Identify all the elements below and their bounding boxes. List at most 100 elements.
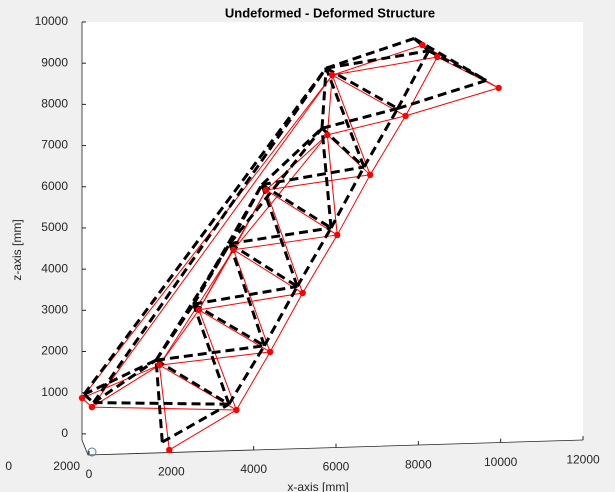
deformed-member <box>161 402 230 444</box>
depth-tick-label: 0 <box>5 459 12 473</box>
x-tick-label: 8000 <box>405 457 432 471</box>
undeformed-member <box>327 115 406 136</box>
depth-tick-label: 2000 <box>53 459 80 473</box>
undeformed-member <box>158 309 200 366</box>
deformed-member <box>329 166 366 229</box>
undeformed-member <box>336 174 371 236</box>
deformed-member <box>296 227 333 288</box>
deformed-member <box>260 184 299 287</box>
deformed-member <box>227 344 266 406</box>
x-tick-label: 6000 <box>323 460 350 474</box>
deformed-member <box>320 128 333 229</box>
x-tick-label: 10000 <box>484 455 518 469</box>
undeformed-member <box>81 364 160 399</box>
undeformed-member <box>233 234 338 251</box>
node <box>299 289 306 297</box>
chart-title: Undeformed - Deformed Structure <box>225 5 435 20</box>
x-tick-label: 4000 <box>240 462 267 476</box>
deformed-member <box>193 284 298 306</box>
deformed-member <box>93 401 229 406</box>
node <box>324 131 331 139</box>
node <box>233 406 240 414</box>
deformed-member <box>83 393 95 404</box>
undeformed-member <box>198 309 237 411</box>
deformed-member <box>92 67 328 404</box>
node <box>156 361 163 369</box>
deformed-member <box>228 127 324 245</box>
undeformed-member <box>332 44 423 76</box>
deformed-member <box>229 226 332 246</box>
undeformed-member <box>158 365 170 451</box>
undeformed-member <box>369 115 406 176</box>
deformed-member <box>320 68 328 129</box>
undeformed-member <box>405 87 499 117</box>
undeformed-member <box>159 351 271 366</box>
y-tick-label: 8000 <box>41 97 68 111</box>
node <box>78 394 86 402</box>
undeformed-member <box>233 249 271 353</box>
deformed-member <box>192 303 231 405</box>
undeformed-member <box>169 409 237 451</box>
y-tick-label: 0 <box>61 426 68 440</box>
deformed-member <box>325 49 429 70</box>
node <box>262 186 270 194</box>
y-tick-label: 2000 <box>41 344 68 358</box>
x-axis-label: x-axis [mm] <box>287 480 348 492</box>
deformed-member <box>263 285 299 347</box>
x-tick-label: 0 <box>86 467 93 481</box>
deformed-member <box>155 358 230 406</box>
undeformed-member <box>405 56 438 117</box>
deformed-member <box>324 67 366 168</box>
node <box>195 306 203 314</box>
undeformed-member <box>302 234 338 294</box>
deformed-member <box>155 344 265 362</box>
y-tick-label: 9000 <box>41 55 68 69</box>
node <box>166 446 173 454</box>
deformed-member <box>427 49 487 82</box>
deformed-member <box>228 243 266 347</box>
origin-marker <box>87 447 97 457</box>
node <box>266 348 274 356</box>
undeformed-member <box>233 249 303 294</box>
node <box>88 403 96 411</box>
node <box>402 112 409 120</box>
deformed-member <box>320 127 366 169</box>
node <box>419 41 426 49</box>
deformed-member <box>413 37 430 52</box>
y-tick-label: 7000 <box>41 138 68 152</box>
deformed-member <box>396 50 430 110</box>
undeformed-member <box>235 351 271 411</box>
undeformed-member <box>331 74 371 175</box>
deformed-member <box>192 183 264 305</box>
deformed-member <box>325 37 415 70</box>
x-tick-label: 2000 <box>158 465 185 479</box>
z-axis-label: z-axis [mm] <box>10 219 24 280</box>
undeformed-member <box>91 364 160 408</box>
undeformed-member <box>265 189 304 294</box>
undeformed-member <box>326 134 338 235</box>
y-tick-label: 4000 <box>41 261 68 275</box>
y-tick-label: 5000 <box>41 220 68 234</box>
deformed-member <box>397 79 487 110</box>
undeformed-member <box>159 364 237 411</box>
node <box>434 53 441 61</box>
deformed-member <box>92 358 157 404</box>
undeformed-member <box>269 292 304 353</box>
y-tick-label: 1000 <box>41 385 68 399</box>
undeformed-member <box>265 174 371 191</box>
y-tick-label: 3000 <box>41 302 68 316</box>
undeformed-member <box>233 134 328 251</box>
node <box>329 71 336 79</box>
undeformed-member <box>332 56 438 76</box>
x-tick-label: 12000 <box>566 452 600 466</box>
deformed-member <box>362 107 400 168</box>
undeformed-member <box>265 189 338 236</box>
node <box>495 84 502 92</box>
undeformed-member <box>91 74 333 408</box>
y-tick-label: 10000 <box>35 14 69 28</box>
node <box>230 246 237 253</box>
node <box>366 171 374 179</box>
y-tick-label: 6000 <box>41 179 68 193</box>
undeformed-member <box>198 309 271 353</box>
